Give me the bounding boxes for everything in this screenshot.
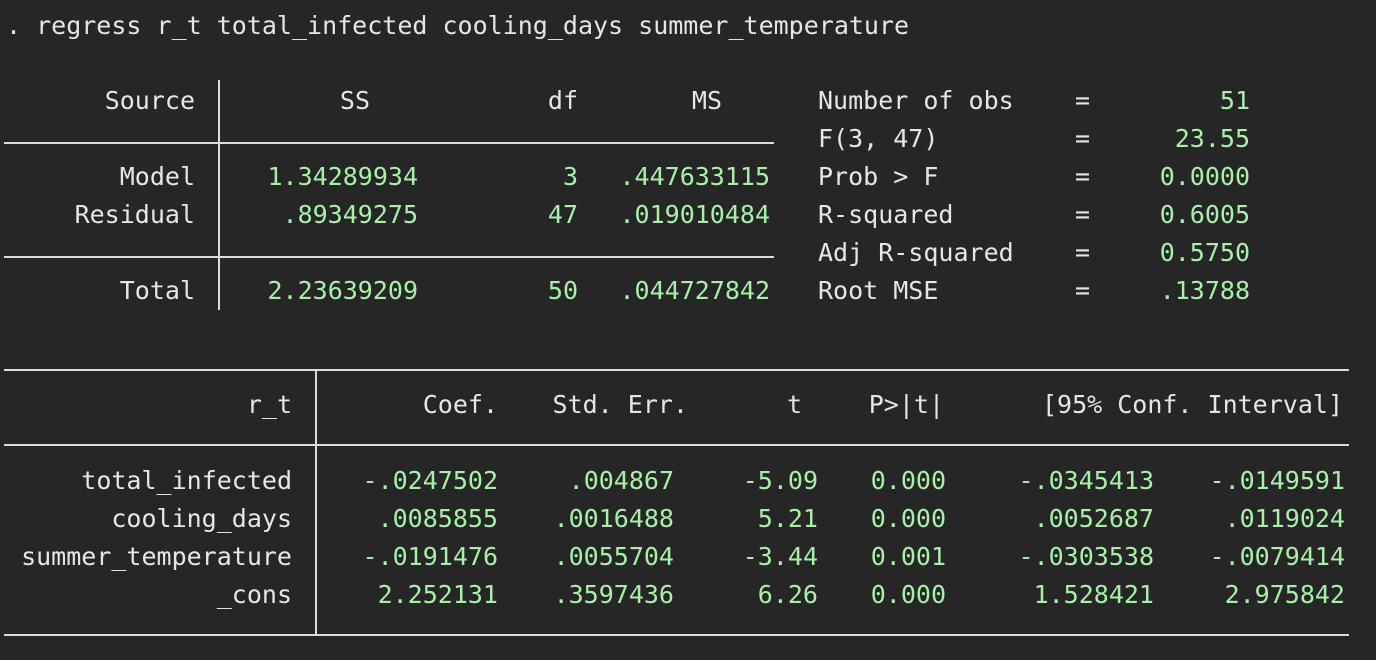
stat-label: Number of obs: [818, 86, 1014, 115]
anova-row-source: Residual: [74, 200, 195, 229]
coef-row-var: cooling_days: [111, 504, 292, 533]
anova-row-ss: .89349275: [282, 200, 418, 229]
coef-row-var: total_infected: [81, 466, 292, 495]
anova-header-ss: SS: [339, 86, 370, 115]
coef-row-ci-low: -.0303538: [1018, 542, 1154, 571]
anova-row-source: Model: [119, 162, 195, 191]
anova-row-df: 47: [547, 200, 578, 229]
anova-header-ms: MS: [691, 86, 722, 115]
coef-row-coef: 2.252131: [377, 580, 498, 609]
coef-row-se: .004867: [568, 466, 674, 495]
stat-label: F(3, 47): [818, 124, 939, 153]
coef-row-coef: -.0191476: [362, 542, 498, 571]
coef-row-ci-high: 2.975842: [1224, 580, 1345, 609]
coef-vertical-divider: [315, 369, 317, 635]
coef-row-ci-high: .0119024: [1224, 504, 1345, 533]
coef-row-t: 5.21: [757, 504, 818, 533]
anova-row-ms: .044727842: [619, 276, 770, 305]
coef-header-conf-interval: [95% Conf. Interval]: [1041, 390, 1343, 419]
coef-row-p: 0.000: [870, 580, 946, 609]
coef-row-t: -5.09: [742, 466, 818, 495]
stat-value: 51: [1219, 86, 1250, 115]
stat-label: Adj R-squared: [818, 238, 1014, 267]
stat-value: .13788: [1159, 276, 1250, 305]
coef-row-t: -3.44: [742, 542, 818, 571]
coef-row-ci-high: -.0079414: [1209, 542, 1345, 571]
command-line: . regress r_t total_infected cooling_day…: [6, 11, 910, 40]
coef-top-rule: [4, 369, 1349, 371]
anova-header-df: df: [547, 86, 578, 115]
stat-value: 0.0000: [1159, 162, 1250, 191]
anova-row-ss: 2.23639209: [267, 276, 418, 305]
stat-value: 0.6005: [1159, 200, 1250, 229]
anova-row-source: Total: [119, 276, 195, 305]
coef-header-t: t: [786, 390, 802, 419]
coef-row-se: .0055704: [553, 542, 674, 571]
coef-header-depvar: r_t: [246, 390, 292, 419]
stat-value: 23.55: [1174, 124, 1250, 153]
coef-row-ci-high: -.0149591: [1209, 466, 1345, 495]
coef-header-rule: [4, 444, 1349, 446]
coef-header-coef: Coef.: [422, 390, 498, 419]
coef-header-std-err: Std. Err.: [552, 390, 688, 419]
coef-row-ci-low: 1.528421: [1033, 580, 1154, 609]
stat-equals: =: [1075, 86, 1091, 115]
coef-row-p: 0.001: [870, 542, 946, 571]
coef-row-p: 0.000: [870, 504, 946, 533]
coef-row-ci-low: .0052687: [1033, 504, 1154, 533]
coef-row-se: .0016488: [553, 504, 674, 533]
stat-label: Prob > F: [818, 162, 939, 191]
anova-vertical-divider: [218, 80, 220, 310]
anova-header-rule: [4, 142, 774, 144]
stat-equals: =: [1075, 238, 1091, 267]
stat-equals: =: [1075, 276, 1091, 305]
coef-row-ci-low: -.0345413: [1018, 466, 1154, 495]
anova-header-source: Source: [104, 86, 195, 115]
coef-row-coef: .0085855: [377, 504, 498, 533]
anova-total-rule: [4, 256, 774, 258]
coef-row-p: 0.000: [870, 466, 946, 495]
stat-value: 0.5750: [1159, 238, 1250, 267]
stat-equals: =: [1075, 200, 1091, 229]
coef-bottom-rule: [4, 634, 1349, 636]
stat-equals: =: [1075, 124, 1091, 153]
coef-row-var: _cons: [216, 580, 292, 609]
anova-row-ss: 1.34289934: [267, 162, 418, 191]
coef-row-se: .3597436: [553, 580, 674, 609]
anova-row-ms: .019010484: [619, 200, 770, 229]
stat-label: Root MSE: [818, 276, 939, 305]
coef-row-coef: -.0247502: [362, 466, 498, 495]
coef-header-p: P>|t|: [868, 390, 944, 419]
anova-row-df: 3: [562, 162, 578, 191]
stat-label: R-squared: [818, 200, 954, 229]
coef-row-t: 6.26: [757, 580, 818, 609]
stat-equals: =: [1075, 162, 1091, 191]
anova-row-ms: .447633115: [619, 162, 770, 191]
coef-row-var: summer_temperature: [21, 542, 292, 571]
anova-row-df: 50: [547, 276, 578, 305]
